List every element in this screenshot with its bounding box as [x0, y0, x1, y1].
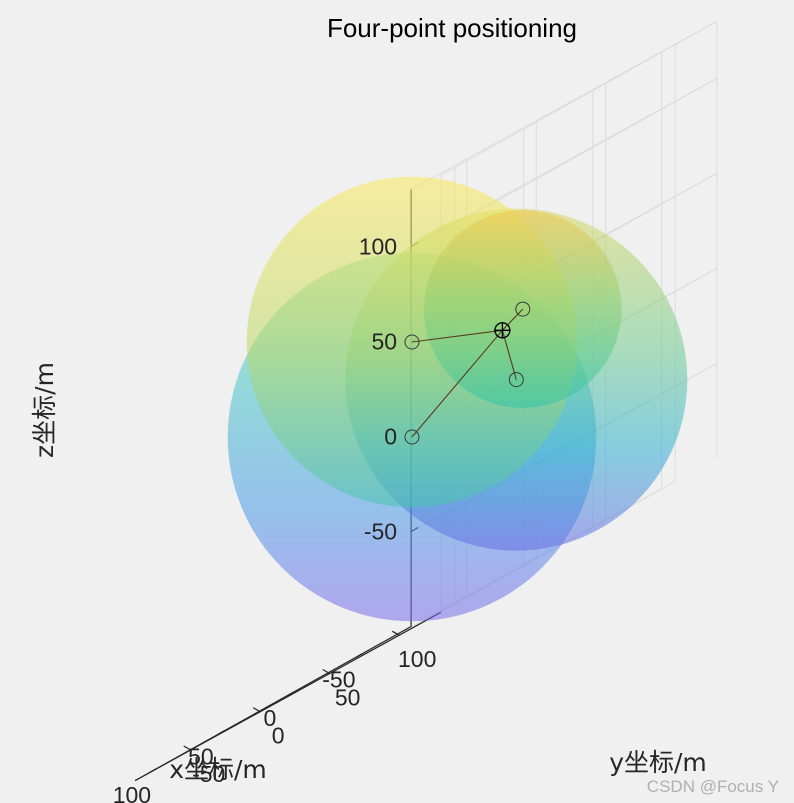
- box-edge-top: [440, 20, 718, 176]
- y-tick-label: 50: [335, 685, 361, 711]
- x-tick: [148, 768, 157, 774]
- y-tick: [252, 707, 261, 713]
- x-axis-label: x坐标/m: [169, 755, 267, 784]
- tick-labels: -50 0 50 100 -50 0 50 100 -50 0 50 100: [113, 234, 437, 803]
- z-tick-label: 100: [359, 234, 397, 260]
- anchor-line-2: [411, 329, 503, 343]
- anchor-marker-1: [404, 429, 420, 445]
- anchor-marker-4: [515, 301, 531, 317]
- z-tick-label: -50: [364, 519, 397, 545]
- y-tick-label: 0: [272, 723, 285, 749]
- target-crosshair: [494, 322, 511, 339]
- y-axis-line: [134, 611, 442, 782]
- y-tick-label: 100: [398, 646, 436, 672]
- y-tick-label: -50: [192, 761, 225, 787]
- y-tick: [322, 668, 330, 675]
- watermark: CSDN @Focus Y: [647, 777, 779, 796]
- x-tick: [355, 652, 364, 658]
- anchor-marker-2: [404, 334, 420, 350]
- x-tick: [286, 691, 295, 697]
- y-tick: [391, 630, 400, 636]
- anchor-line-4: [502, 308, 524, 331]
- y-axis-label: y坐标/m: [609, 748, 707, 777]
- anchor-line-3: [501, 330, 517, 380]
- x-tick-label: 0: [264, 705, 277, 731]
- z-tick-label: 0: [384, 424, 397, 450]
- z-tick-label: 50: [372, 329, 398, 355]
- x-tick-label: 100: [113, 782, 151, 803]
- markers: [404, 301, 531, 445]
- chart-title: Four-point positioning: [327, 13, 577, 43]
- spheres: [227, 176, 688, 622]
- z-axis-label: z坐标/m: [30, 362, 59, 458]
- y-tick: [183, 745, 191, 751]
- x-tick-label: 50: [188, 743, 214, 769]
- connection-lines: [411, 308, 524, 438]
- anchor-marker-3: [508, 372, 524, 388]
- x-tick: [217, 729, 226, 735]
- x-tick-label: -50: [322, 666, 355, 692]
- anchor-line-1: [411, 329, 503, 438]
